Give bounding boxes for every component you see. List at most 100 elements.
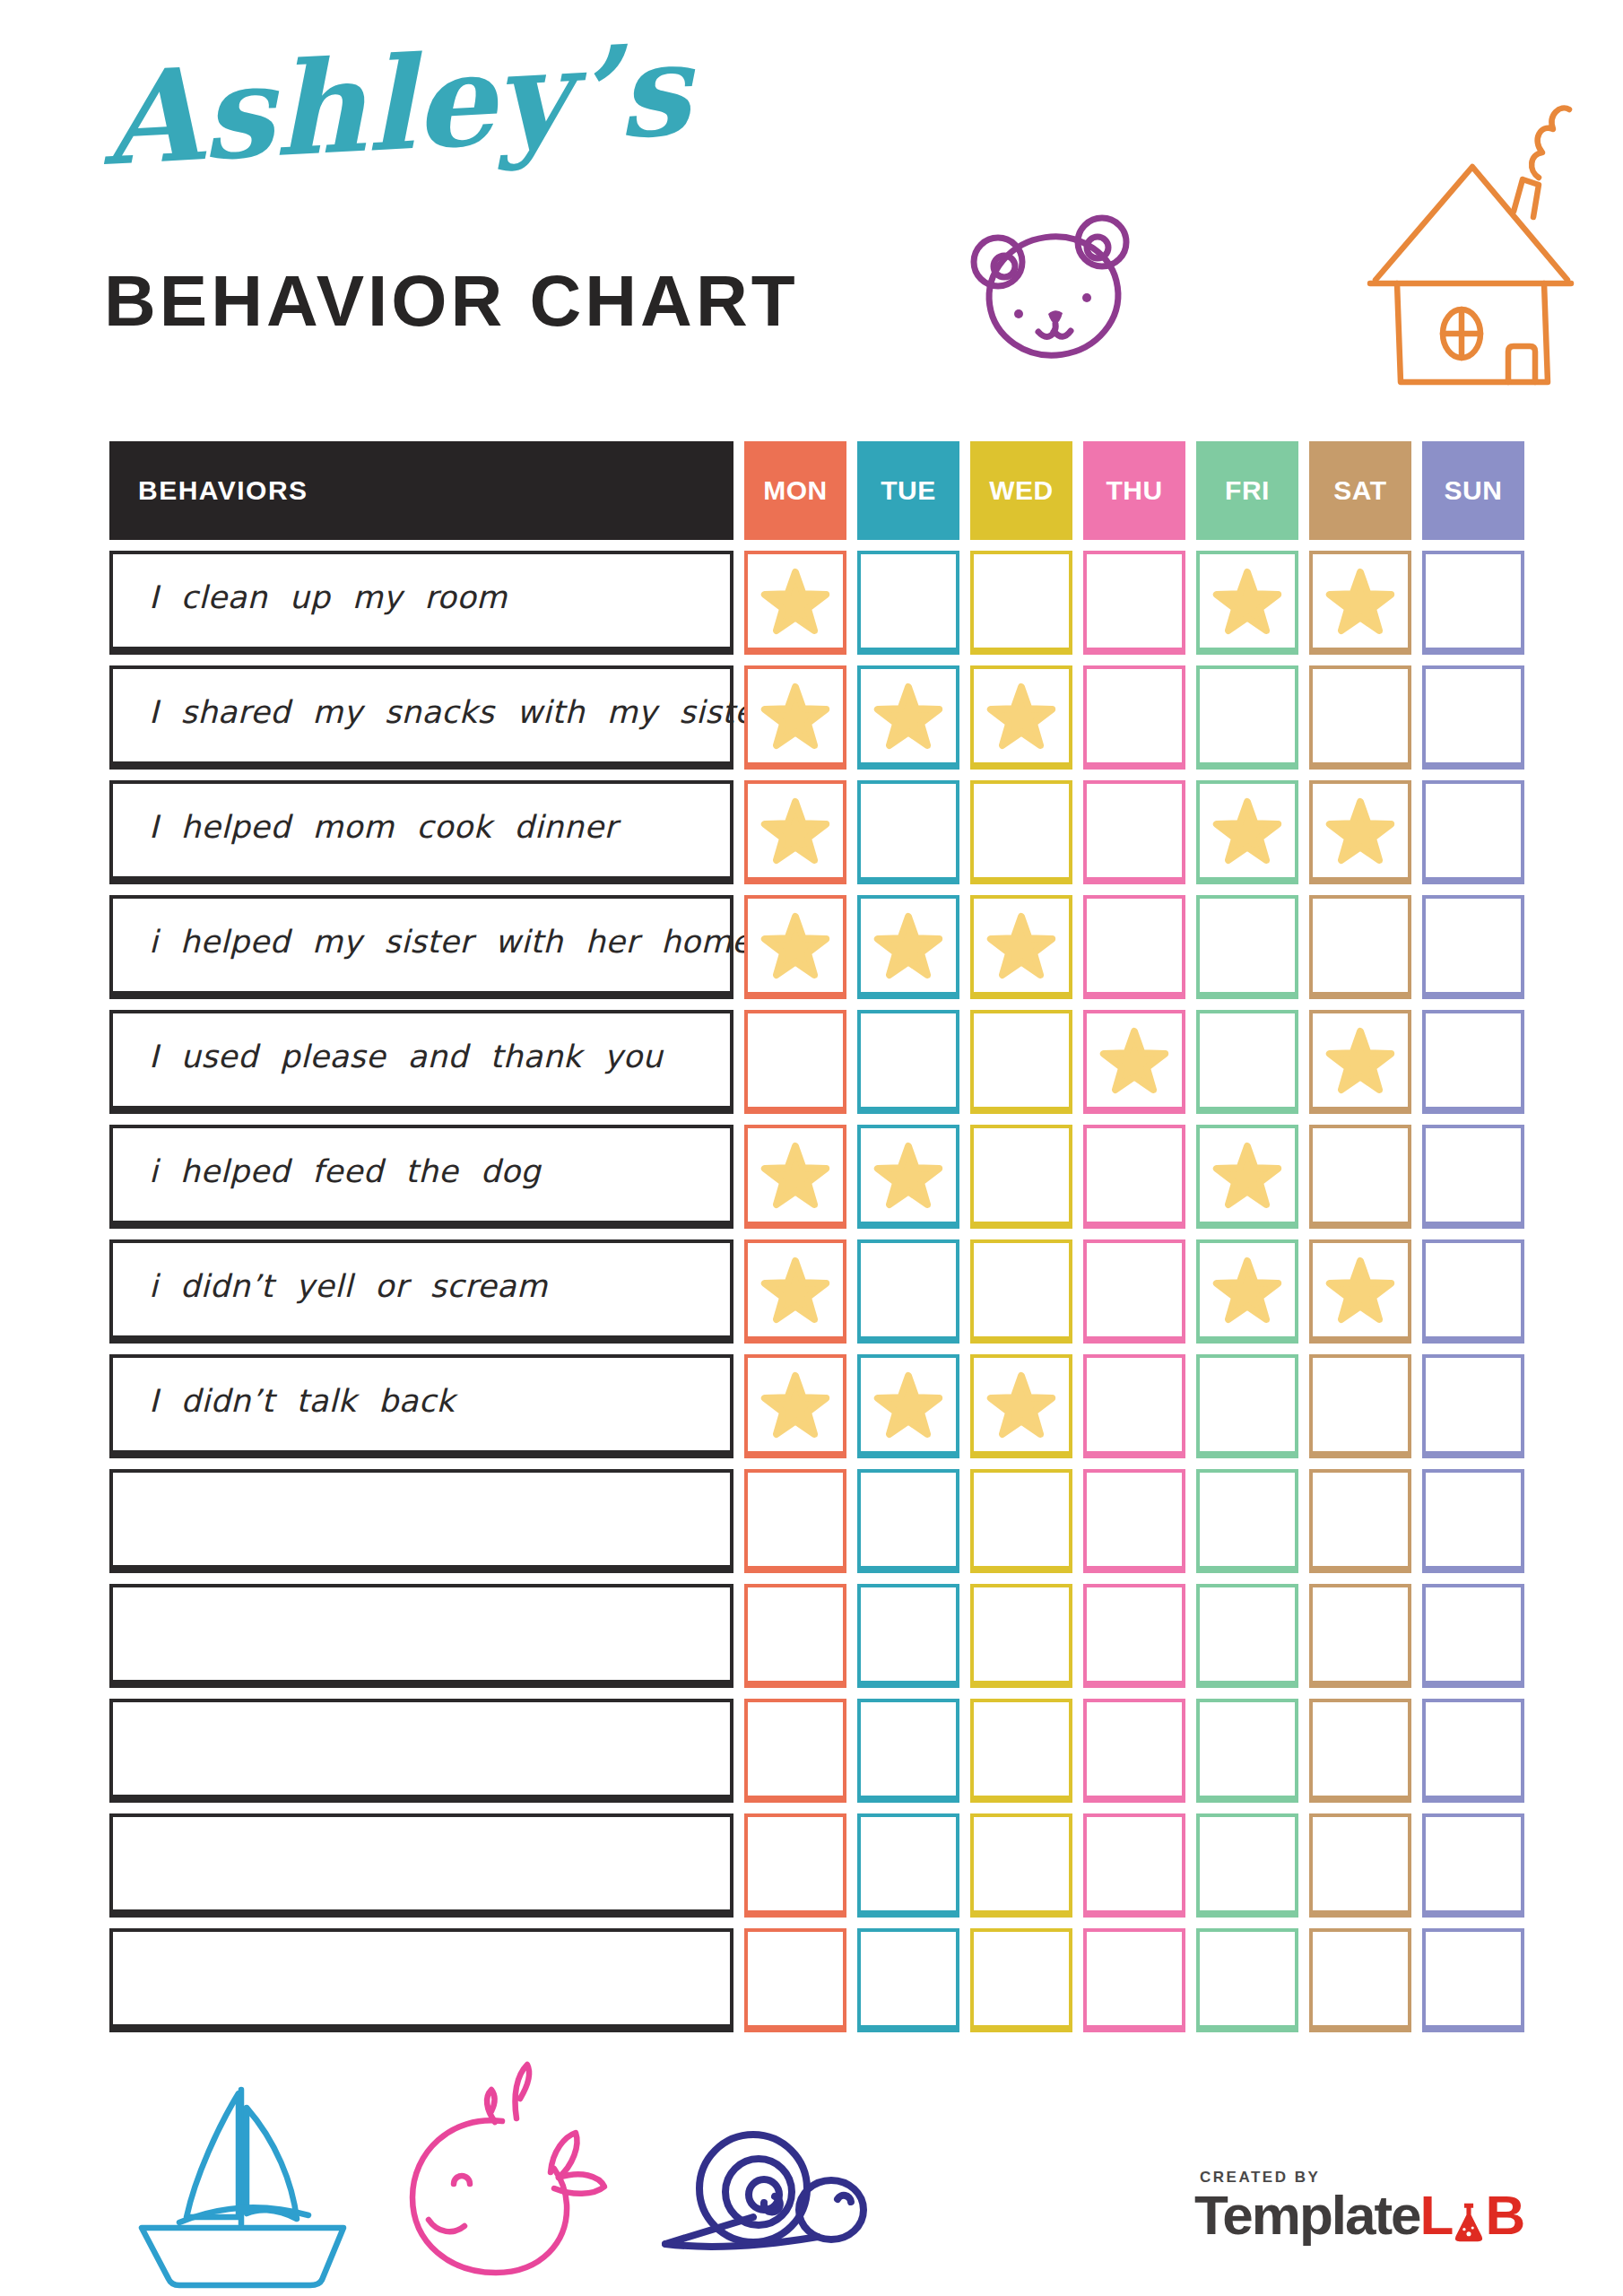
day-cell-tue-row9[interactable]	[857, 1469, 959, 1573]
day-cell-sun-row2[interactable]	[1422, 665, 1524, 770]
day-cell-mon-row4[interactable]	[744, 895, 846, 999]
day-cell-thu-row6[interactable]	[1083, 1125, 1185, 1229]
day-cell-sun-row12[interactable]	[1422, 1813, 1524, 1918]
day-cell-mon-row9[interactable]	[744, 1469, 846, 1573]
day-cell-sun-row3[interactable]	[1422, 780, 1524, 884]
day-cell-sun-row10[interactable]	[1422, 1584, 1524, 1688]
day-cell-sat-row13[interactable]	[1309, 1928, 1411, 2032]
day-cell-fri-row7[interactable]	[1196, 1239, 1298, 1344]
day-cell-fri-row10[interactable]	[1196, 1584, 1298, 1688]
day-cell-sat-row7[interactable]	[1309, 1239, 1411, 1344]
day-cell-sun-row4[interactable]	[1422, 895, 1524, 999]
day-cell-tue-row6[interactable]	[857, 1125, 959, 1229]
day-cell-mon-row12[interactable]	[744, 1813, 846, 1918]
day-cell-sat-row3[interactable]	[1309, 780, 1411, 884]
day-cell-tue-row13[interactable]	[857, 1928, 959, 2032]
day-cell-sat-row11[interactable]	[1309, 1699, 1411, 1803]
day-cell-wed-row11[interactable]	[970, 1699, 1072, 1803]
star-icon	[760, 796, 830, 865]
day-cell-tue-row2[interactable]	[857, 665, 959, 770]
behavior-label: i didn’t yell or scream	[149, 1268, 548, 1304]
day-cell-fri-row13[interactable]	[1196, 1928, 1298, 2032]
day-cell-mon-row5[interactable]	[744, 1010, 846, 1114]
day-cell-wed-row12[interactable]	[970, 1813, 1072, 1918]
day-cell-fri-row3[interactable]	[1196, 780, 1298, 884]
day-cell-wed-row5[interactable]	[970, 1010, 1072, 1114]
day-cell-thu-row8[interactable]	[1083, 1354, 1185, 1458]
day-cell-thu-row9[interactable]	[1083, 1469, 1185, 1573]
day-cell-fri-row2[interactable]	[1196, 665, 1298, 770]
day-cell-tue-row5[interactable]	[857, 1010, 959, 1114]
day-cell-sat-row2[interactable]	[1309, 665, 1411, 770]
day-cell-wed-row8[interactable]	[970, 1354, 1072, 1458]
day-cell-sun-row11[interactable]	[1422, 1699, 1524, 1803]
day-cell-sat-row8[interactable]	[1309, 1354, 1411, 1458]
day-cell-wed-row9[interactable]	[970, 1469, 1072, 1573]
day-cell-mon-row11[interactable]	[744, 1699, 846, 1803]
day-cell-tue-row7[interactable]	[857, 1239, 959, 1344]
day-cell-wed-row2[interactable]	[970, 665, 1072, 770]
day-cell-mon-row6[interactable]	[744, 1125, 846, 1229]
day-cell-mon-row3[interactable]	[744, 780, 846, 884]
behaviors-column-header: BEHAVIORS	[109, 441, 733, 540]
day-cell-wed-row7[interactable]	[970, 1239, 1072, 1344]
day-cell-mon-row10[interactable]	[744, 1584, 846, 1688]
day-cell-sat-row5[interactable]	[1309, 1010, 1411, 1114]
day-cell-fri-row9[interactable]	[1196, 1469, 1298, 1573]
day-cell-mon-row8[interactable]	[744, 1354, 846, 1458]
day-cell-tue-row12[interactable]	[857, 1813, 959, 1918]
day-cell-tue-row11[interactable]	[857, 1699, 959, 1803]
behavior-label-cell: I shared my snacks with my sister	[109, 665, 733, 770]
day-cell-thu-row10[interactable]	[1083, 1584, 1185, 1688]
day-cell-thu-row3[interactable]	[1083, 780, 1185, 884]
day-cell-thu-row7[interactable]	[1083, 1239, 1185, 1344]
day-cell-thu-row5[interactable]	[1083, 1010, 1185, 1114]
day-cell-wed-row4[interactable]	[970, 895, 1072, 999]
day-cell-sun-row1[interactable]	[1422, 551, 1524, 655]
day-cell-mon-row2[interactable]	[744, 665, 846, 770]
day-cell-sun-row9[interactable]	[1422, 1469, 1524, 1573]
day-cell-wed-row6[interactable]	[970, 1125, 1072, 1229]
day-cell-fri-row8[interactable]	[1196, 1354, 1298, 1458]
day-cell-sat-row4[interactable]	[1309, 895, 1411, 999]
day-cell-sat-row1[interactable]	[1309, 551, 1411, 655]
day-cell-wed-row10[interactable]	[970, 1584, 1072, 1688]
day-cell-fri-row1[interactable]	[1196, 551, 1298, 655]
behavior-label: i helped feed the dog	[149, 1153, 541, 1189]
day-cell-mon-row7[interactable]	[744, 1239, 846, 1344]
day-cell-sun-row5[interactable]	[1422, 1010, 1524, 1114]
behavior-label-cell: I didn’t talk back	[109, 1354, 733, 1458]
day-cell-tue-row1[interactable]	[857, 551, 959, 655]
day-cell-thu-row13[interactable]	[1083, 1928, 1185, 2032]
day-cell-wed-row3[interactable]	[970, 780, 1072, 884]
day-cell-fri-row12[interactable]	[1196, 1813, 1298, 1918]
day-cell-sun-row7[interactable]	[1422, 1239, 1524, 1344]
day-cell-thu-row11[interactable]	[1083, 1699, 1185, 1803]
day-cell-fri-row4[interactable]	[1196, 895, 1298, 999]
day-cell-mon-row13[interactable]	[744, 1928, 846, 2032]
behavior-label-cell	[109, 1584, 733, 1688]
day-cell-fri-row11[interactable]	[1196, 1699, 1298, 1803]
day-cell-sat-row12[interactable]	[1309, 1813, 1411, 1918]
day-cell-tue-row10[interactable]	[857, 1584, 959, 1688]
day-cell-thu-row12[interactable]	[1083, 1813, 1185, 1918]
day-cell-wed-row13[interactable]	[970, 1928, 1072, 2032]
day-cell-sun-row6[interactable]	[1422, 1125, 1524, 1229]
day-cell-fri-row5[interactable]	[1196, 1010, 1298, 1114]
day-cell-sat-row10[interactable]	[1309, 1584, 1411, 1688]
day-cell-sat-row6[interactable]	[1309, 1125, 1411, 1229]
day-cell-sun-row8[interactable]	[1422, 1354, 1524, 1458]
day-cell-tue-row8[interactable]	[857, 1354, 959, 1458]
day-cell-thu-row4[interactable]	[1083, 895, 1185, 999]
day-cell-wed-row1[interactable]	[970, 551, 1072, 655]
day-cell-tue-row4[interactable]	[857, 895, 959, 999]
behavior-label-cell: i helped feed the dog	[109, 1125, 733, 1229]
day-cell-mon-row1[interactable]	[744, 551, 846, 655]
day-cell-sat-row9[interactable]	[1309, 1469, 1411, 1573]
day-cell-thu-row2[interactable]	[1083, 665, 1185, 770]
day-cell-tue-row3[interactable]	[857, 780, 959, 884]
day-cell-fri-row6[interactable]	[1196, 1125, 1298, 1229]
day-cell-thu-row1[interactable]	[1083, 551, 1185, 655]
behavior-label-cell	[109, 1699, 733, 1803]
day-cell-sun-row13[interactable]	[1422, 1928, 1524, 2032]
